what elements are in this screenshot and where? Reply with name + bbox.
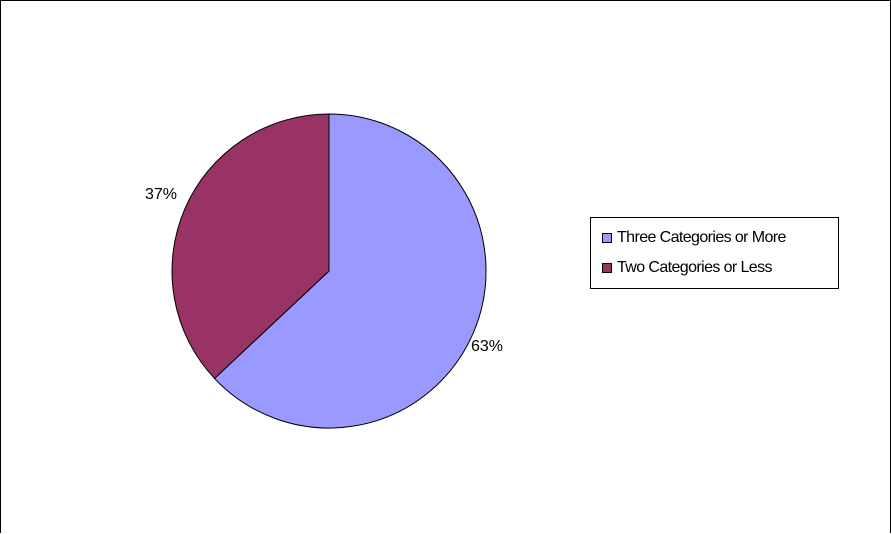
legend-swatch-two-categories (602, 263, 612, 273)
legend: Three Categories or More Two Categories … (590, 217, 839, 289)
pie-slice-two-categories (171, 113, 330, 380)
legend-item-three-categories: Three Categories or More (602, 228, 786, 248)
legend-swatch-three-categories (602, 233, 612, 243)
data-label-two-categories: 37% (145, 186, 177, 203)
legend-item-two-categories: Two Categories or Less (602, 258, 772, 278)
pie-slices (171, 113, 487, 429)
pie-data-labels: 63% 37% (145, 186, 503, 355)
legend-label-three-categories: Three Categories or More (617, 229, 786, 246)
pie-slice-three-categories (213, 113, 487, 429)
data-label-three-categories: 63% (471, 338, 503, 355)
legend-label-two-categories: Two Categories or Less (617, 259, 772, 276)
